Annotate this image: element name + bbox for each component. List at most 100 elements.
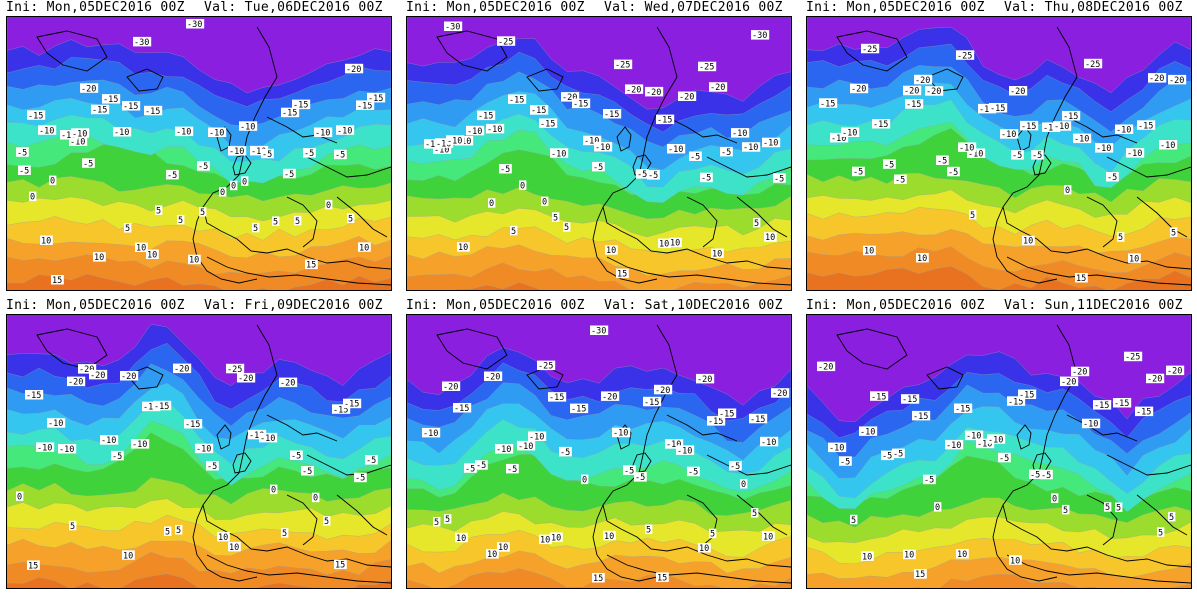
contour-label-text: 5 <box>1105 503 1110 513</box>
contour-label: -15 <box>184 419 203 430</box>
contour-label: 10 <box>658 238 671 250</box>
contour-label-text: -10 <box>447 136 462 146</box>
contour-label-text: -15 <box>344 400 359 410</box>
contour-label: -10 <box>113 127 132 138</box>
temperature-map: -10 -10 -15 -5 -20 -25 -30 -30 -25 -10 -15 -15 -20 -1… <box>406 16 792 291</box>
temperature-map: -20 -25 -30 -15 -20 -15 -20 -10 -15 -20 -20 -15 -10-… <box>406 314 792 589</box>
contour-label: -15 <box>1020 120 1039 132</box>
contour-label-text: 0 <box>326 201 331 211</box>
contour-label: -15 <box>102 94 121 105</box>
coastline <box>992 504 1058 582</box>
contour-label-text: 5 <box>165 527 170 537</box>
contour-label: 10 <box>455 532 468 544</box>
contour-label: -15 <box>142 401 161 413</box>
contour-label-text: -30 <box>752 31 767 41</box>
contour-label-text: -20 <box>238 374 253 384</box>
contour-label-text: -20 <box>1169 76 1184 86</box>
contour-label: -10 <box>433 144 452 155</box>
contour-label-text: -15 <box>154 402 169 412</box>
contour-label-text: -15 <box>573 100 588 110</box>
contour-label-text: 10 <box>487 550 497 560</box>
contour-label-text: -20 <box>562 93 577 103</box>
contour-label-text: 10 <box>218 533 228 543</box>
contour-label-text: -5 <box>198 162 208 172</box>
contour-label: 5 <box>969 209 977 221</box>
contour-label: -10 <box>830 132 849 144</box>
contour-label-text: 10 <box>498 543 508 553</box>
contour-label-text: -10 <box>337 126 352 136</box>
coastline <box>36 328 108 370</box>
contour-label: -20 <box>1168 74 1187 86</box>
contour-label: -30 <box>133 36 152 48</box>
coastline <box>706 454 791 476</box>
contour-label-text: -30 <box>187 20 202 30</box>
contour-label-text: 5 <box>1158 528 1163 538</box>
contour-label: -20 <box>1146 373 1165 385</box>
contour-label-text: -20 <box>485 373 500 383</box>
contour-label-text: -15 <box>531 106 546 116</box>
valid-time: Val: Sat,10DEC2016 00Z <box>604 298 783 313</box>
contour-label: 5 <box>281 528 289 539</box>
contour-label-text: -10 <box>518 442 533 452</box>
panel-header: Ini: Mon,05DEC2016 00Z Val: Sat,10DEC201… <box>406 298 806 316</box>
contour-label: -5 <box>883 159 896 170</box>
coastline <box>706 156 791 178</box>
contour-label: -15 <box>718 408 737 420</box>
contour-label: 0 <box>1051 493 1059 504</box>
contour-label-text: 5 <box>125 224 130 234</box>
contour-label: -10 <box>69 136 88 148</box>
contour-label-text: 0 <box>582 476 587 486</box>
contour-label: -10 <box>495 444 514 455</box>
contour-label-text: -20 <box>1061 378 1076 388</box>
contour-label-text: -15 <box>540 119 555 129</box>
contour-label: 5 <box>155 205 163 216</box>
contour-label-text: -15 <box>333 405 348 415</box>
contour-label-text: -20 <box>1147 375 1162 385</box>
forecast-panel-2: Ini: Mon,05DEC2016 00Z Val: Wed,07DEC201… <box>406 0 792 291</box>
temperature-map: -5 -10 -15 -10 -10 -15 -5 -15 -20 -30 -30 -10 -15 -20… <box>6 16 392 291</box>
contour-label: -10 <box>239 121 258 132</box>
contour-label: -10 <box>36 442 55 453</box>
contour-label-text: -10 <box>1127 149 1142 159</box>
contour-label-text: 15 <box>28 561 38 571</box>
contour-label: -5 <box>852 166 865 178</box>
contour-label: 15 <box>656 572 669 583</box>
contour-label: -5 <box>1031 150 1044 161</box>
contour-label-text: -5 <box>721 148 731 158</box>
contour-label-text: 0 <box>741 480 746 490</box>
contour-label-text: 5 <box>1116 504 1121 514</box>
contour-label-text: 0 <box>489 199 494 209</box>
contour-label-text: 10 <box>136 244 146 254</box>
contour-label-text: -15 <box>1138 121 1153 131</box>
contour-label: 10 <box>605 245 618 256</box>
contour-label-text: 10 <box>94 253 104 263</box>
contour-label-text: 10 <box>189 256 199 266</box>
temperature-map: -15 -15 -15 -20 -15 -20 -10 -15 -10 -15 -20 -25 -20-… <box>806 314 1192 589</box>
contour-label: -10 <box>435 138 454 149</box>
contour-label-text: -5 <box>112 452 122 462</box>
contour-label: -15 <box>548 392 567 403</box>
contour-label-text: 0 <box>1065 186 1070 196</box>
contour-label-text: -20 <box>915 76 930 86</box>
contour-label: -10 <box>71 128 90 139</box>
contour-label-text: -15 <box>1136 408 1151 418</box>
contour-label-text: -10 <box>196 445 211 455</box>
contour-label: -20 <box>237 373 256 384</box>
contour-label: 5 <box>1170 227 1178 238</box>
contour-label-text: -25 <box>957 51 972 61</box>
contour-label: 5 <box>433 517 441 528</box>
contour-label-text: -5 <box>884 160 894 170</box>
contour-label-text: -15 <box>902 395 917 405</box>
contour-label: -15 <box>656 114 675 126</box>
contour-label-text: 15 <box>657 573 667 583</box>
contour-label-text: 5 <box>295 217 300 227</box>
contour-label-text: 10 <box>659 240 669 250</box>
contour-label: -10 <box>228 146 247 157</box>
contour-label-text: -10 <box>668 145 683 155</box>
contour-label-text: -5 <box>701 174 711 184</box>
contour-label: -10 <box>550 148 569 159</box>
contour-label-text: 10 <box>957 550 967 560</box>
contour-label: -5 <box>261 148 274 160</box>
contour-label-text: -15 <box>913 412 928 422</box>
contour-label-text: -10 <box>423 429 438 439</box>
